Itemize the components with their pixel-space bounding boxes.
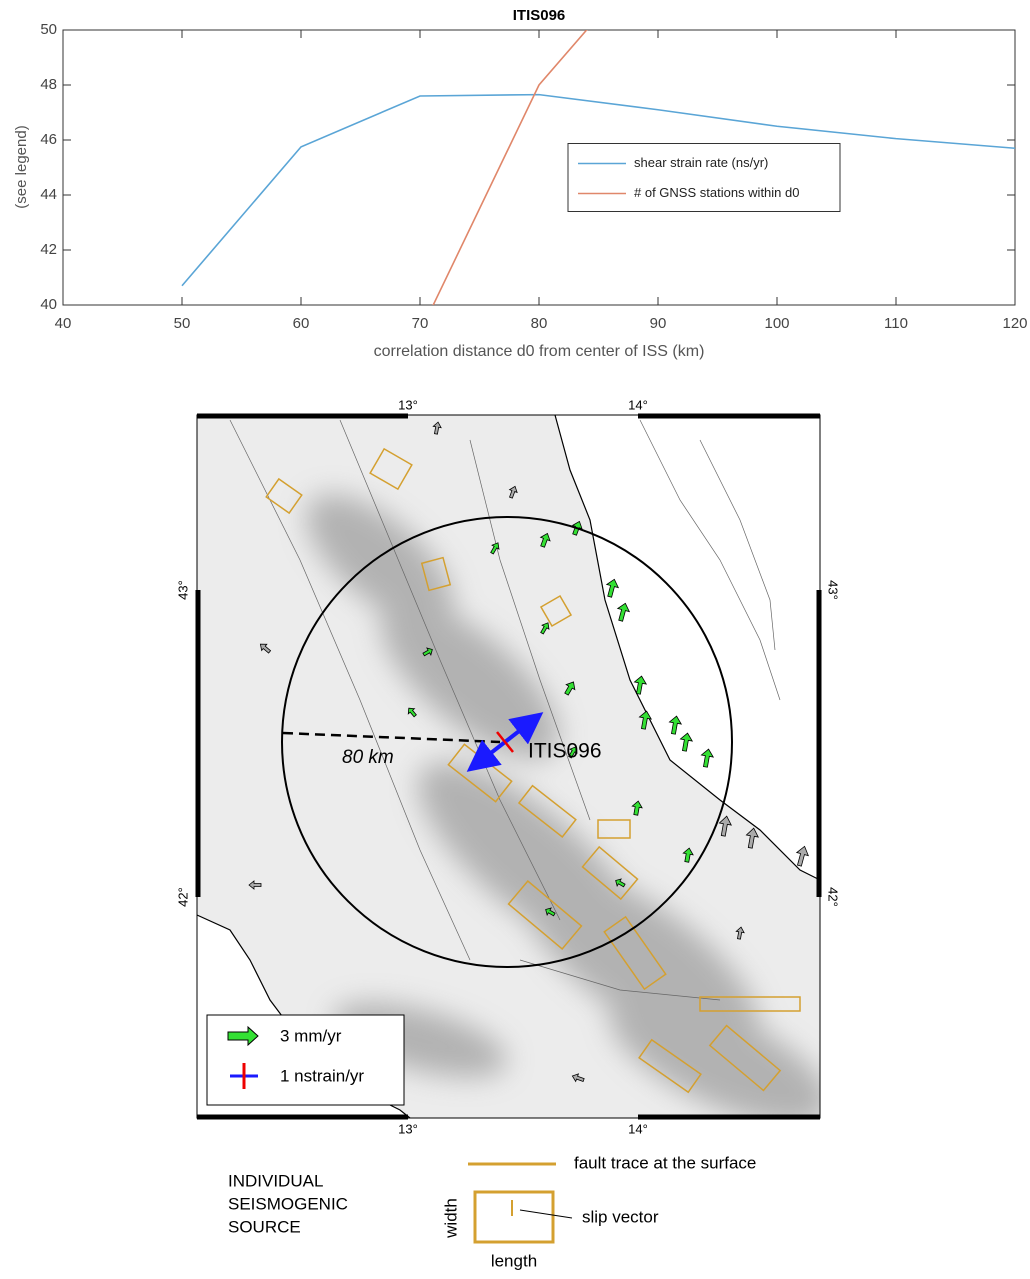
- x-tick-label: 70: [412, 315, 429, 332]
- map: ITIS096 80 km 13° 14° 13° 14° 43° 42° 43…: [175, 397, 847, 1151]
- chart-title: ITIS096: [513, 7, 566, 24]
- y-axis-label: (see legend): [13, 125, 30, 208]
- source-title: SEISMOGENIC: [228, 1194, 348, 1213]
- figure: ITIS096 (see legend) correlation distanc…: [0, 0, 1030, 1274]
- x-tick-label: 50: [174, 315, 191, 332]
- x-tick-label: 90: [650, 315, 667, 332]
- source-legend: INDIVIDUAL SEISMOGENIC SOURCE fault trac…: [228, 1153, 756, 1270]
- x-axis-label: correlation distance d0 from center of I…: [374, 343, 705, 360]
- fault-trace-label: fault trace at the surface: [574, 1153, 756, 1172]
- legend-label: # of GNSS stations within d0: [634, 185, 799, 200]
- x-tick-label: 60: [293, 315, 310, 332]
- y-tick-label: 50: [40, 21, 57, 38]
- slip-vector-label: slip vector: [582, 1207, 659, 1226]
- y-tick-label: 44: [40, 186, 57, 203]
- y-tick-label: 46: [40, 131, 57, 148]
- lon-label: 14°: [628, 397, 648, 412]
- line-chart: ITIS096 (see legend) correlation distanc…: [13, 0, 1028, 360]
- source-title: SOURCE: [228, 1217, 301, 1236]
- length-label: length: [491, 1251, 537, 1270]
- x-tick-label: 120: [1002, 315, 1027, 332]
- lat-label: 42°: [826, 887, 841, 907]
- x-tick-label: 110: [884, 315, 908, 332]
- distance-label: 80 km: [342, 747, 394, 768]
- y-tick-label: 40: [40, 296, 57, 313]
- y-tick-label: 48: [40, 76, 57, 93]
- lon-label: 13°: [398, 1121, 418, 1136]
- pointer-line: [520, 1210, 572, 1218]
- lon-label: 13°: [398, 397, 418, 412]
- x-tick-label: 100: [764, 315, 789, 332]
- source-title: INDIVIDUAL: [228, 1171, 323, 1190]
- source-name: ITIS096: [528, 740, 602, 763]
- lon-label: 14°: [628, 1121, 648, 1136]
- plot-frame: [63, 30, 1015, 305]
- x-tick-label: 80: [531, 315, 548, 332]
- lat-label: 43°: [826, 580, 841, 600]
- legend-strain: 1 nstrain/yr: [280, 1066, 364, 1085]
- x-tick-label: 40: [55, 315, 72, 332]
- legend-velocity: 3 mm/yr: [280, 1026, 342, 1045]
- legend-label: shear strain rate (ns/yr): [634, 155, 768, 170]
- y-tick-label: 42: [40, 241, 57, 258]
- source-box-icon: [475, 1192, 553, 1242]
- lat-label: 43°: [175, 580, 190, 600]
- lat-label: 42°: [175, 887, 190, 907]
- legend-box: [568, 144, 840, 212]
- width-label: width: [441, 1198, 460, 1239]
